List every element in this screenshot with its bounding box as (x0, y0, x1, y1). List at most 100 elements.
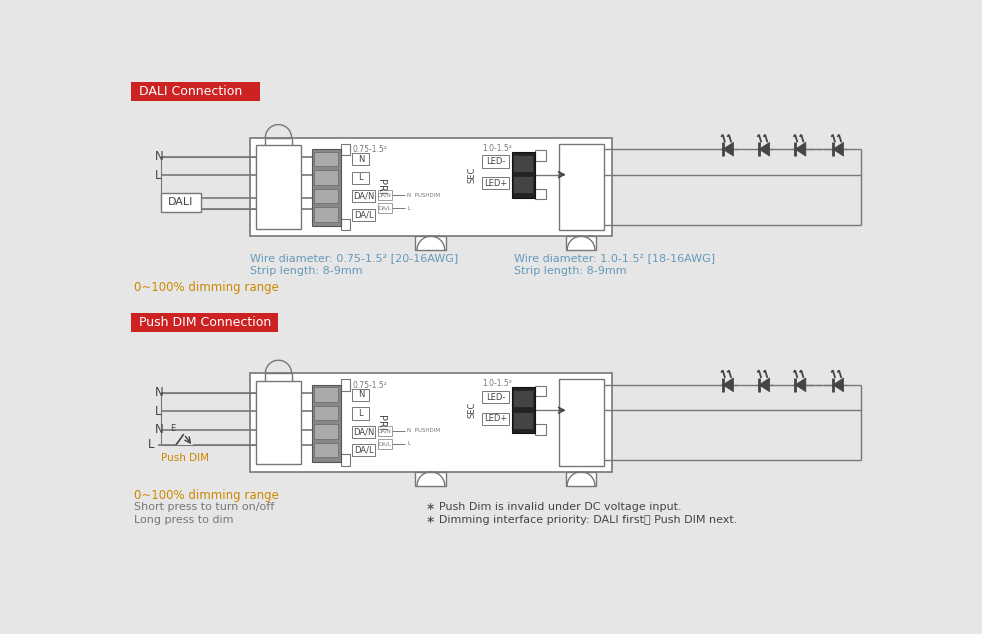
Text: DALI: DALI (168, 197, 193, 207)
Bar (353, 190, 375, 202)
Text: Wire diameter: 1.0-1.5² [18-16AWG]: Wire diameter: 1.0-1.5² [18-16AWG] (514, 253, 715, 263)
Bar (560, 144, 604, 230)
Bar (353, 407, 369, 420)
Text: DA/N: DA/N (378, 193, 392, 198)
Text: L: L (407, 441, 410, 446)
Text: Wire diameter: 0.75-1.5² [20-16AWG]: Wire diameter: 0.75-1.5² [20-16AWG] (250, 253, 459, 263)
Text: PRI: PRI (376, 179, 386, 195)
Polygon shape (723, 378, 734, 392)
Text: DA/L: DA/L (355, 210, 374, 219)
Bar (512, 152, 535, 198)
Text: DA/L: DA/L (378, 205, 391, 210)
Bar (250, 138, 612, 236)
Bar (314, 152, 339, 166)
Text: N: N (154, 150, 163, 164)
Bar (341, 380, 350, 391)
Bar (353, 425, 375, 438)
Text: LED-: LED- (486, 392, 506, 402)
Bar (132, 313, 278, 332)
Bar (514, 391, 533, 407)
Text: DA/L: DA/L (378, 441, 391, 446)
Text: L: L (358, 173, 363, 182)
Text: N: N (357, 391, 364, 399)
Bar (314, 406, 339, 420)
Bar (512, 387, 535, 434)
Bar (482, 413, 510, 425)
Text: LED-: LED- (486, 157, 506, 166)
Bar (535, 424, 546, 435)
Bar (378, 203, 392, 213)
Bar (378, 425, 392, 436)
Bar (353, 172, 369, 184)
Bar (535, 150, 546, 161)
Text: 1.0-1.5²: 1.0-1.5² (482, 380, 513, 389)
Polygon shape (759, 378, 770, 392)
Text: L: L (154, 169, 161, 182)
Text: N: N (357, 155, 364, 164)
Bar (482, 155, 510, 168)
Text: SEC: SEC (467, 402, 476, 418)
Bar (314, 387, 339, 402)
Bar (132, 82, 260, 101)
Bar (161, 157, 256, 209)
Bar (161, 193, 200, 212)
Bar (353, 389, 369, 401)
Polygon shape (723, 142, 734, 156)
Text: Push DIM: Push DIM (161, 453, 208, 463)
Bar (161, 392, 256, 445)
Bar (341, 454, 350, 466)
Bar (566, 472, 596, 486)
Text: Strip length: 8-9mm: Strip length: 8-9mm (250, 266, 362, 276)
Bar (378, 439, 392, 449)
Text: 0.75-1.5²: 0.75-1.5² (353, 145, 387, 155)
Text: ∗ Dimming interface priority: DALI first， Push DIM next.: ∗ Dimming interface priority: DALI first… (425, 515, 736, 525)
Bar (353, 209, 375, 221)
Bar (256, 381, 300, 464)
Text: N: N (154, 423, 163, 436)
Bar (314, 170, 339, 184)
Text: E: E (170, 424, 176, 432)
Bar (311, 385, 341, 462)
Bar (535, 385, 546, 396)
Text: DALI Connection: DALI Connection (139, 85, 243, 98)
Polygon shape (795, 378, 806, 392)
Text: SEC: SEC (467, 167, 476, 183)
Bar (566, 236, 596, 250)
Bar (353, 153, 369, 165)
Text: Push DIM Connection: Push DIM Connection (139, 316, 271, 329)
Bar (311, 149, 341, 226)
Bar (415, 472, 446, 486)
Text: DA/N: DA/N (354, 427, 374, 436)
Bar (314, 424, 339, 439)
Text: 0~100% dimming range: 0~100% dimming range (135, 281, 279, 294)
Text: ∗ Push Dim is invalid under DC voltage input.: ∗ Push Dim is invalid under DC voltage i… (425, 502, 682, 512)
Bar (353, 444, 375, 456)
Bar (514, 176, 533, 193)
Polygon shape (833, 378, 844, 392)
Polygon shape (833, 142, 844, 156)
Bar (250, 373, 612, 472)
Text: Short press to turn on/off: Short press to turn on/off (135, 502, 275, 512)
Text: Strip length: 8-9mm: Strip length: 8-9mm (514, 266, 627, 276)
Bar (314, 443, 339, 457)
Bar (514, 155, 533, 172)
Text: L: L (358, 409, 363, 418)
Bar (482, 391, 510, 403)
Text: Long press to dim: Long press to dim (135, 515, 234, 525)
Bar (256, 145, 300, 228)
Bar (378, 190, 392, 200)
Text: DA/L: DA/L (355, 446, 374, 455)
Bar (415, 236, 446, 250)
Bar (482, 177, 510, 190)
Bar (514, 412, 533, 429)
Text: LED+: LED+ (484, 179, 508, 188)
Text: N  PUSHDIM: N PUSHDIM (407, 193, 440, 198)
Bar (341, 219, 350, 230)
Text: 1.0-1.5²: 1.0-1.5² (482, 144, 513, 153)
Bar (560, 380, 604, 466)
Polygon shape (795, 142, 806, 156)
Bar (314, 188, 339, 203)
Bar (535, 188, 546, 199)
Polygon shape (759, 142, 770, 156)
Bar (341, 144, 350, 155)
